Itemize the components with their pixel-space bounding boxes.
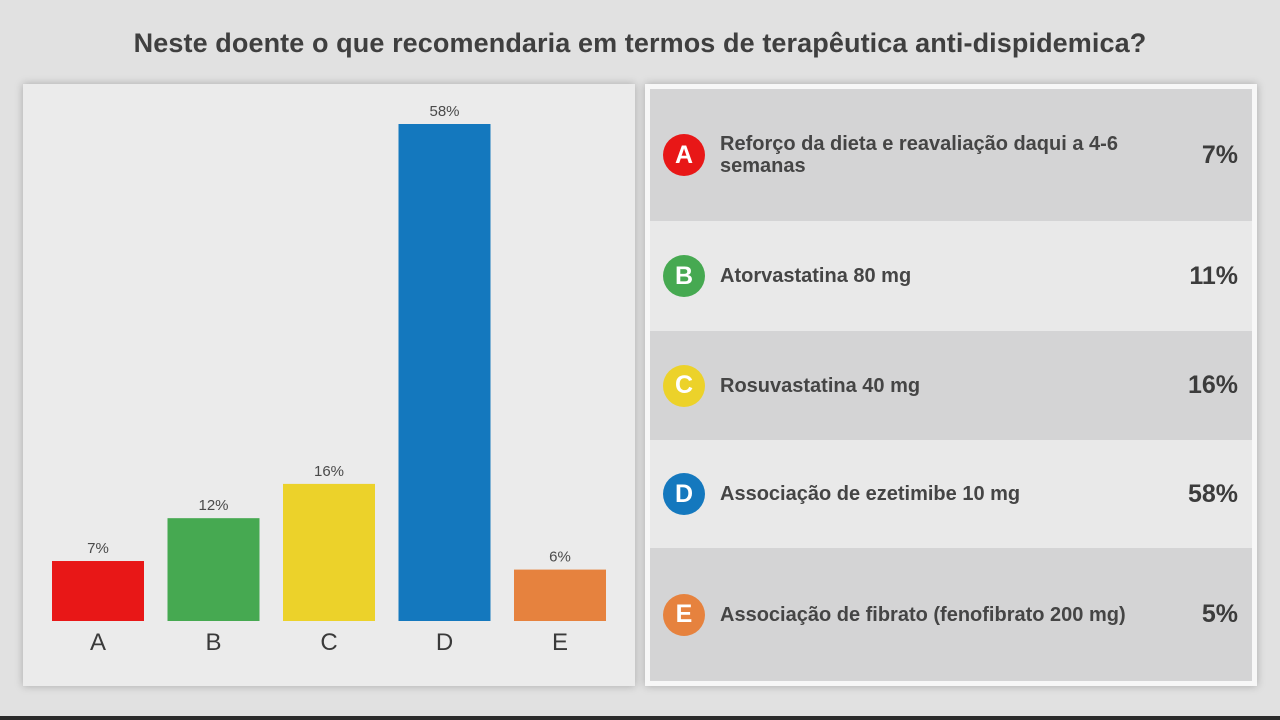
bottom-border bbox=[0, 716, 1280, 720]
answer-letter-badge: C bbox=[663, 364, 705, 407]
category-tick-label: A bbox=[90, 629, 106, 656]
bar-a bbox=[52, 561, 144, 621]
bar-c bbox=[283, 483, 375, 621]
answer-letter-badge: B bbox=[663, 255, 705, 297]
answer-percentage: 58% bbox=[1187, 479, 1238, 508]
bar-value-label: 58% bbox=[429, 103, 459, 120]
answer-percentage: 16% bbox=[1187, 371, 1238, 399]
bar-value-label: 7% bbox=[87, 540, 109, 557]
answer-text: Atorvastatina 80 mg bbox=[720, 265, 912, 287]
answer-text: Rosuvastatina 40 mg bbox=[720, 374, 921, 397]
bar-value-label: 6% bbox=[549, 549, 571, 566]
category-tick-label: D bbox=[436, 629, 453, 656]
answer-letter-badge: E bbox=[663, 593, 705, 636]
answer-percentage: 7% bbox=[1201, 140, 1238, 169]
bar-b bbox=[167, 518, 260, 621]
answer-text: Reforço da dieta e reavaliação daqui a 4… bbox=[720, 133, 1118, 177]
answer-percentage: 5% bbox=[1201, 600, 1238, 628]
bar-d bbox=[398, 124, 491, 621]
answers-panel: A Reforço da dieta e reavaliação daqui a… bbox=[645, 84, 1257, 686]
answer-text: Associação de fibrato (fenofibrato 200 m… bbox=[720, 603, 1126, 626]
answer-text: Associação de ezetimibe 10 mg bbox=[720, 483, 1021, 505]
answer-row-b: B Atorvastatina 80 mg 11% bbox=[650, 221, 1252, 331]
answer-percentage: 11% bbox=[1189, 261, 1238, 290]
bar-e bbox=[514, 569, 606, 621]
category-tick-label: E bbox=[552, 629, 568, 656]
answer-row-d: D Associação de ezetimibe 10 mg 58% bbox=[650, 440, 1252, 548]
answer-letter-badge: A bbox=[663, 134, 705, 176]
question-title: Neste doente o que recomendaria em termo… bbox=[133, 28, 1147, 58]
bar-value-label: 12% bbox=[198, 497, 228, 514]
category-tick-label: C bbox=[320, 629, 337, 656]
category-tick-label: B bbox=[205, 629, 221, 656]
answer-row-a: A Reforço da dieta e reavaliação daqui a… bbox=[650, 89, 1252, 221]
bar-value-label: 16% bbox=[314, 463, 344, 480]
answer-letter-badge: D bbox=[663, 473, 705, 515]
answer-row-c: C Rosuvastatina 40 mg 16% bbox=[650, 331, 1252, 440]
answer-row-e: E Associação de fibrato (fenofibrato 200… bbox=[650, 548, 1252, 681]
chart-svg: 7% A 12% B 16% C 58% D 6% E bbox=[52, 103, 606, 656]
results-bar-chart: 7% A 12% B 16% C 58% D 6% E bbox=[23, 84, 635, 686]
